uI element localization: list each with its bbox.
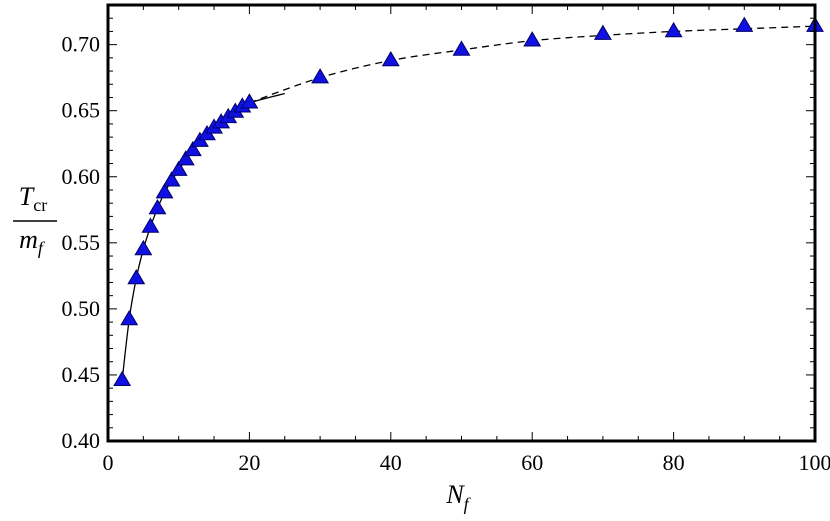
x-tick-label: 20 xyxy=(238,450,260,475)
data-point xyxy=(593,24,612,40)
data-point xyxy=(452,40,471,56)
data-point xyxy=(169,160,188,176)
data-point xyxy=(162,171,181,187)
x-tick-label: 100 xyxy=(799,450,830,475)
data-point xyxy=(148,198,167,215)
y-tick-label: 0.45 xyxy=(62,362,101,387)
y-axis-label-numerator: Tcr xyxy=(19,182,47,215)
data-point xyxy=(523,31,542,47)
data-point xyxy=(113,370,132,386)
data-point xyxy=(240,93,259,109)
plot-frame xyxy=(106,3,817,443)
y-tick-label: 0.50 xyxy=(62,296,101,321)
data-points xyxy=(113,16,824,386)
x-tick-label: 80 xyxy=(663,450,685,475)
data-point xyxy=(176,150,195,166)
x-axis-label: Nf xyxy=(445,480,471,514)
data-point xyxy=(381,51,400,67)
data-point xyxy=(141,217,160,233)
data-point xyxy=(311,68,330,84)
data-point xyxy=(155,183,174,199)
y-axis-label: Tcr mf xyxy=(13,182,57,258)
y-axis-label-denominator: mf xyxy=(19,225,46,258)
data-point xyxy=(127,269,146,285)
data-point xyxy=(183,140,202,157)
y-tick-label: 0.70 xyxy=(62,32,101,57)
x-tick-label: 60 xyxy=(521,450,543,475)
fit-curves xyxy=(121,25,816,381)
axis-ticks xyxy=(107,4,816,442)
y-tick-label: 0.40 xyxy=(62,428,101,453)
data-point xyxy=(134,239,153,256)
data-point xyxy=(120,309,139,326)
tick-labels: 0 20 40 60 80 100 0.40 0.45 0.50 0.55 0.60 0.65 0.70 xyxy=(62,32,830,475)
data-point xyxy=(735,16,754,32)
x-tick-label: 40 xyxy=(380,450,402,475)
data-point xyxy=(664,21,683,38)
y-tick-label: 0.55 xyxy=(62,230,101,255)
y-tick-label: 0.65 xyxy=(62,98,101,123)
y-tick-label: 0.60 xyxy=(62,164,101,189)
x-tick-label: 0 xyxy=(103,450,114,475)
